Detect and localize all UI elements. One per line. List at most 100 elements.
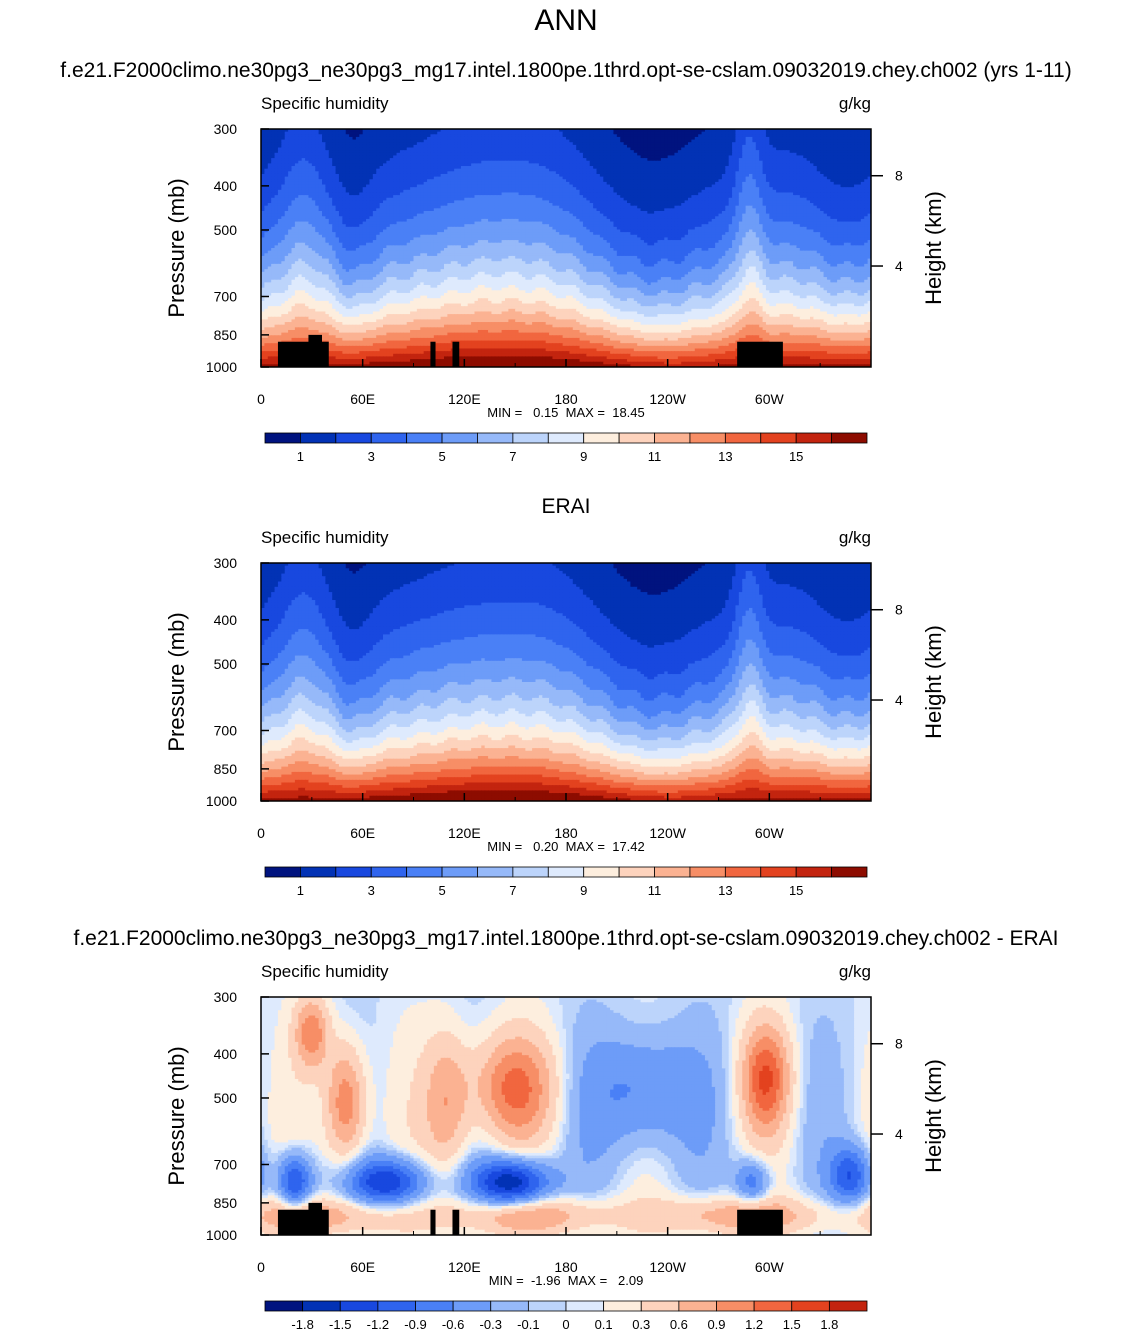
colorbar-box	[415, 1300, 454, 1312]
colorbar-box	[795, 866, 832, 878]
topography-block	[430, 1209, 436, 1235]
contour-field-diff	[261, 997, 871, 1235]
x-tick-label: 120E	[448, 391, 481, 407]
x-tick-label: 60W	[755, 391, 785, 407]
colorbar-box	[264, 1300, 304, 1312]
colorbar-label: -1.5	[329, 1317, 351, 1332]
colorbar-label: 0.3	[632, 1317, 650, 1332]
colorbar-box	[831, 866, 868, 878]
colorbar-box	[490, 1300, 529, 1312]
y-tick-label: 400	[214, 612, 238, 628]
y2-axis-title: Height (km)	[921, 1059, 946, 1173]
y-tick-label: 400	[214, 1046, 238, 1062]
y-tick-label: 850	[214, 1195, 238, 1211]
topography-block	[308, 334, 322, 367]
y-tick-label: 850	[214, 327, 238, 343]
colorbar-box	[547, 866, 585, 878]
colorbar-box	[689, 866, 726, 878]
y-tick-label: 850	[214, 761, 238, 777]
x-tick-label: 60E	[350, 391, 375, 407]
panel-model: 300 400 500 700 850 1000 8 4 0 60E 120E 180 120W 60W S…	[164, 94, 946, 464]
colorbar-label: 5	[438, 449, 445, 464]
colorbar-label: 11	[648, 883, 662, 898]
colorbar-box	[441, 432, 478, 444]
colorbar-diff: -1.8 -1.5 -1.2 -0.9 -0.6 -0.3 -0.1 0 0.1 0.3 0.6 0.…	[264, 1300, 868, 1332]
colorbar-label: 5	[438, 883, 445, 898]
colorbar-box	[477, 866, 514, 878]
y2-tick-label: 4	[895, 692, 903, 708]
colorbar-box	[335, 866, 372, 878]
ref-title: ERAI	[541, 495, 590, 518]
y-tick-label: 700	[214, 1156, 238, 1172]
colorbar-box	[716, 1300, 755, 1312]
colorbar-box	[753, 1300, 793, 1312]
variable-label: Specific humidity	[261, 962, 389, 981]
variable-label: Specific humidity	[261, 528, 389, 547]
colorbar-label: 13	[718, 449, 732, 464]
contour-field-ref	[261, 563, 871, 801]
colorbar-box	[406, 432, 443, 444]
x-tick-label: 120W	[649, 825, 686, 841]
colorbar-label: -0.6	[442, 1317, 464, 1332]
colorbar-box	[339, 1300, 379, 1312]
x-tick-label: 0	[257, 1259, 265, 1275]
x-tick-label: 60E	[350, 825, 375, 841]
colorbar-label: 1	[297, 449, 304, 464]
x-tick-label: 180	[554, 391, 578, 407]
colorbar-box	[527, 1300, 567, 1312]
panel-ref: 300 400 500 700 850 1000 8 4 0 60E 120E 180 120W 60W S…	[164, 528, 946, 898]
y-axis-title: Pressure (mb)	[164, 178, 189, 317]
colorbar-box	[377, 1300, 416, 1312]
units-label: g/kg	[839, 528, 871, 547]
colorbar-box	[441, 866, 478, 878]
x-tick-label: 180	[554, 825, 578, 841]
main-title: ANN	[534, 4, 597, 37]
colorbar-box	[678, 1300, 717, 1312]
x-tick-label: 60W	[755, 825, 785, 841]
x-tick-label: 0	[257, 391, 265, 407]
colorbar-box	[583, 432, 620, 444]
colorbar-label: 11	[648, 449, 662, 464]
colorbar-label: -1.2	[367, 1317, 389, 1332]
colorbar-label: -1.8	[291, 1317, 313, 1332]
y2-axis-title: Height (km)	[921, 625, 946, 739]
colorbar-box	[406, 866, 443, 878]
colorbar-box	[547, 432, 585, 444]
colorbar-label: -0.9	[404, 1317, 426, 1332]
topography-block	[737, 1209, 783, 1235]
colorbar-box	[583, 866, 620, 878]
colorbar-label: 1.5	[783, 1317, 801, 1332]
y-tick-label: 400	[214, 178, 238, 194]
colorbar-box	[370, 432, 408, 444]
colorbar-box	[452, 1300, 492, 1312]
colorbar-box	[300, 432, 337, 444]
colorbar-label: 9	[580, 883, 587, 898]
x-tick-label: 120W	[649, 1259, 686, 1275]
y-tick-label: 1000	[206, 793, 237, 809]
y-tick-label: 500	[214, 222, 238, 238]
colorbar-box	[264, 432, 301, 444]
colorbar-box	[654, 866, 691, 878]
colorbar-label: 7	[509, 449, 516, 464]
y2-tick-label: 8	[895, 168, 903, 184]
x-tick-label: 0	[257, 825, 265, 841]
colorbar-box	[302, 1300, 341, 1312]
topography-block	[308, 1202, 322, 1235]
x-tick-label: 120W	[649, 391, 686, 407]
y-tick-label: 300	[214, 989, 238, 1005]
colorbar-box	[760, 432, 797, 444]
y2-tick-label: 8	[895, 602, 903, 618]
y-tick-label: 700	[214, 722, 238, 738]
colorbar-label: -0.1	[517, 1317, 539, 1332]
colorbar-box	[370, 866, 408, 878]
diff-title: f.e21.F2000climo.ne30pg3_ne30pg3_mg17.in…	[74, 927, 1059, 950]
colorbar-label: 7	[509, 883, 516, 898]
stats-label: MIN = 0.20 MAX = 17.42	[487, 839, 645, 854]
y-tick-label: 1000	[206, 359, 237, 375]
colorbar-model: 1 3 5 7 9 11 13 15	[264, 432, 868, 464]
x-tick-label: 120E	[448, 1259, 481, 1275]
colorbar-label: 1.8	[820, 1317, 838, 1332]
units-label: g/kg	[839, 94, 871, 113]
colorbar-box	[760, 866, 797, 878]
topography-block	[737, 341, 783, 367]
